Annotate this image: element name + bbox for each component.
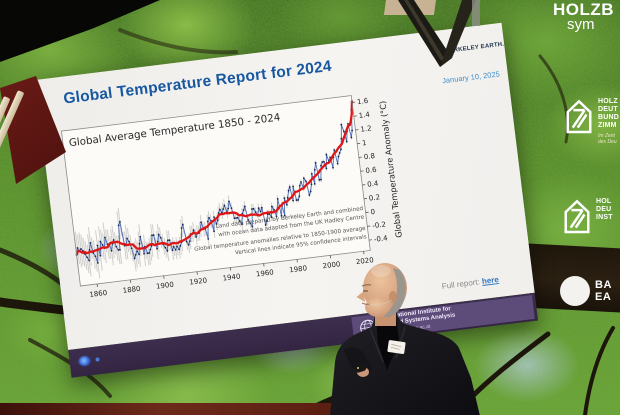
circle-disc-icon	[560, 276, 590, 306]
svg-text:1920: 1920	[189, 277, 208, 287]
svg-text:0: 0	[370, 208, 375, 216]
holzbau-institut-text: HOL DEU INST	[596, 198, 613, 221]
svg-text:-0.4: -0.4	[374, 234, 389, 244]
svg-text:1880: 1880	[122, 285, 141, 295]
slide: Global Temperature Report for 2024 1860 1…	[35, 22, 535, 350]
svg-text:1960: 1960	[256, 268, 275, 278]
svg-text:1860: 1860	[89, 289, 108, 299]
svg-text:1.2: 1.2	[360, 124, 372, 133]
house-icon	[564, 199, 590, 234]
svg-text:2000: 2000	[322, 260, 341, 270]
temperature-chart: 1860 1880 1900 1920 1940 1960 1980 2000 20201.61…	[60, 95, 404, 299]
presenter-hair	[383, 268, 406, 317]
holzbau-deutschland-logo: HOLZ DEUT BUND ZIMM Im Zent des Deu	[564, 98, 619, 145]
holzbau-symposium-wordmark: HOLZB sym	[553, 0, 615, 33]
ceiling-truss	[383, 0, 480, 67]
holzbau-deutschland-subtext: Im Zent des Deu	[598, 133, 617, 145]
presenter-head	[356, 263, 407, 326]
svg-text:1940: 1940	[222, 272, 241, 282]
partner-circle-text: BA EA	[595, 279, 612, 303]
svg-text:1980: 1980	[289, 264, 308, 274]
y-axis: 1.6 1.4 1.2 1 0.8 0.6 0.4 0.2 0 -0.2 -0.4	[352, 97, 389, 244]
svg-text:1900: 1900	[156, 281, 175, 291]
holzbau-deutschland-text: HOLZ DEUT BUND ZIMM	[598, 98, 620, 129]
presenter-clicker	[355, 364, 367, 373]
headset-mic	[368, 299, 393, 306]
presenter-jacket	[330, 312, 480, 415]
svg-text:0.6: 0.6	[365, 166, 378, 175]
svg-text:0.4: 0.4	[367, 179, 380, 188]
chart-frame	[60, 95, 371, 287]
svg-text:0.2: 0.2	[368, 193, 380, 202]
svg-text:2020: 2020	[355, 256, 374, 266]
smoothed-series-line	[75, 101, 354, 256]
holzbau-institut-logo: HOL DEU INST	[562, 198, 613, 236]
presenter-shirt	[376, 316, 399, 370]
partner-circle-logo: BA EA	[560, 276, 612, 306]
svg-text:1.4: 1.4	[358, 111, 371, 120]
name-badge	[387, 340, 406, 355]
svg-text:0.8: 0.8	[363, 152, 375, 161]
projection-screen: Global Temperature Report for 2024 1860 1…	[35, 22, 539, 378]
svg-text:1: 1	[362, 139, 367, 147]
presenter-body	[330, 312, 480, 415]
house-icon	[566, 99, 592, 134]
annual-series-points	[75, 100, 354, 264]
svg-text:-0.2: -0.2	[372, 220, 387, 230]
svg-text:1.6: 1.6	[357, 97, 370, 106]
x-axis: 1860 1880 1900 1920 1940 1960 1980 2000 2020	[89, 251, 374, 299]
